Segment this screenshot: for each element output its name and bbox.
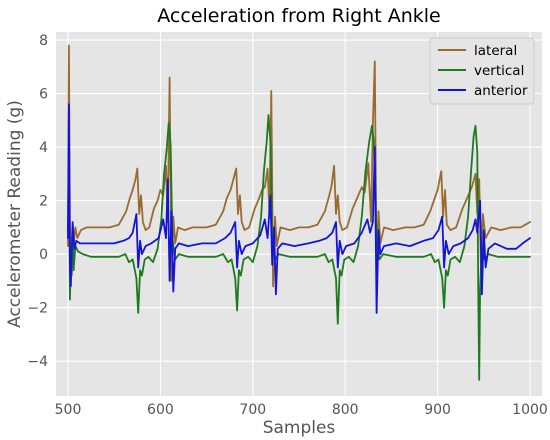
legend: lateral vertical anterior [429, 37, 535, 105]
chart-title: Acceleration from Right Ankle [157, 5, 440, 27]
legend-label-anterior: anterior [474, 83, 528, 99]
y-tick-label-3: 2 [39, 194, 48, 210]
y-tick-label-1: −2 [27, 301, 48, 317]
y-tick-label-0: −4 [27, 354, 48, 370]
legend-label-vertical: vertical [474, 63, 524, 79]
series-group [67, 44, 531, 381]
x-tick-label-3: 800 [332, 402, 359, 418]
x-tick-label-5: 1000 [512, 402, 548, 418]
y-tick-label-4: 4 [39, 140, 48, 156]
y-axis-title: Accelerometer Reading (g) [5, 100, 25, 328]
x-tick-label-0: 500 [55, 402, 82, 418]
y-tick-label-2: 0 [39, 247, 48, 263]
x-tick-label-2: 700 [239, 402, 266, 418]
legend-box [429, 37, 535, 105]
x-tick-label-4: 900 [424, 402, 451, 418]
y-tick-label-6: 8 [39, 33, 48, 49]
y-tick-label-5: 6 [39, 87, 48, 103]
x-tick-label-1: 600 [147, 402, 174, 418]
series-line-anterior [67, 103, 531, 314]
legend-label-lateral: lateral [474, 43, 517, 59]
tick-labels: 500 600 700 800 900 1000 −4 −2 0 2 4 6 8 [27, 33, 547, 418]
x-axis-title: Samples [263, 418, 336, 438]
